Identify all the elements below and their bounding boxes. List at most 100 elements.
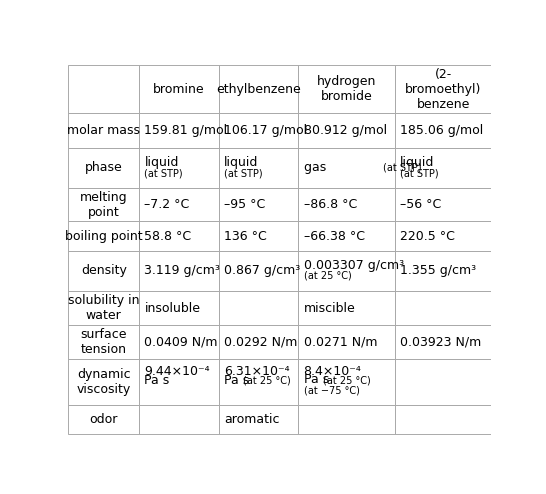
Text: (at STP): (at STP)	[224, 168, 263, 178]
Bar	[68, 65, 139, 113]
Text: liquid: liquid	[224, 156, 258, 169]
Bar	[299, 326, 395, 359]
Text: surface
tension: surface tension	[81, 328, 127, 356]
Bar	[68, 290, 139, 326]
Bar	[299, 359, 395, 405]
Bar	[299, 250, 395, 290]
Text: 159.81 g/mol: 159.81 g/mol	[145, 124, 228, 137]
Bar	[395, 113, 491, 148]
Text: solubility in
water: solubility in water	[68, 294, 140, 322]
Text: ethylbenzene: ethylbenzene	[216, 82, 301, 95]
Text: Pa s: Pa s	[224, 374, 257, 387]
Text: 0.003307 g/cm³: 0.003307 g/cm³	[304, 259, 403, 272]
Bar	[68, 188, 139, 221]
Text: odor: odor	[90, 413, 118, 426]
Bar	[219, 290, 299, 326]
Text: Pa s: Pa s	[304, 373, 329, 386]
Bar	[68, 326, 139, 359]
Bar	[219, 113, 299, 148]
Bar	[395, 221, 491, 250]
Bar	[299, 188, 395, 221]
Bar	[219, 221, 299, 250]
Text: (2-
bromoethyl)
benzene: (2- bromoethyl) benzene	[405, 68, 482, 111]
Bar	[219, 405, 299, 434]
Text: molar mass: molar mass	[67, 124, 140, 137]
Text: insoluble: insoluble	[145, 301, 200, 315]
Text: 8.4×10⁻⁴: 8.4×10⁻⁴	[304, 365, 361, 378]
Text: –86.8 °C: –86.8 °C	[304, 198, 357, 211]
Text: 185.06 g/mol: 185.06 g/mol	[400, 124, 483, 137]
Bar	[68, 250, 139, 290]
Text: gas: gas	[304, 162, 334, 174]
Bar	[299, 65, 395, 113]
Bar	[139, 290, 219, 326]
Bar	[68, 405, 139, 434]
Text: (at 25 °C): (at 25 °C)	[323, 376, 371, 386]
Text: (at 25 °C): (at 25 °C)	[244, 376, 291, 386]
Bar	[68, 113, 139, 148]
Text: (at STP): (at STP)	[383, 163, 422, 173]
Bar	[68, 148, 139, 188]
Text: liquid: liquid	[145, 156, 179, 169]
Bar	[139, 405, 219, 434]
Text: 220.5 °C: 220.5 °C	[400, 230, 455, 243]
Bar	[395, 188, 491, 221]
Text: 6.31×10⁻⁴: 6.31×10⁻⁴	[224, 365, 289, 378]
Bar	[139, 359, 219, 405]
Bar	[395, 250, 491, 290]
Text: –7.2 °C: –7.2 °C	[145, 198, 189, 211]
Text: boiling point: boiling point	[65, 230, 143, 243]
Text: (at STP): (at STP)	[400, 168, 438, 178]
Bar	[139, 113, 219, 148]
Text: –56 °C: –56 °C	[400, 198, 441, 211]
Bar	[139, 188, 219, 221]
Bar	[395, 65, 491, 113]
Text: liquid: liquid	[400, 156, 435, 169]
Bar	[395, 359, 491, 405]
Bar	[139, 65, 219, 113]
Bar	[299, 290, 395, 326]
Text: 106.17 g/mol: 106.17 g/mol	[224, 124, 307, 137]
Text: miscible: miscible	[304, 301, 355, 315]
Text: 58.8 °C: 58.8 °C	[145, 230, 192, 243]
Bar	[219, 148, 299, 188]
Text: 9.44×10⁻⁴: 9.44×10⁻⁴	[145, 365, 210, 378]
Text: (at STP): (at STP)	[145, 168, 183, 178]
Text: –66.38 °C: –66.38 °C	[304, 230, 365, 243]
Bar	[395, 148, 491, 188]
Bar	[139, 250, 219, 290]
Bar	[299, 148, 395, 188]
Bar	[139, 148, 219, 188]
Text: –95 °C: –95 °C	[224, 198, 265, 211]
Bar	[219, 326, 299, 359]
Bar	[68, 221, 139, 250]
Bar	[395, 326, 491, 359]
Text: 0.867 g/cm³: 0.867 g/cm³	[224, 264, 300, 277]
Text: 80.912 g/mol: 80.912 g/mol	[304, 124, 387, 137]
Text: (at −75 °C): (at −75 °C)	[304, 386, 359, 396]
Text: 0.0409 N/m: 0.0409 N/m	[145, 335, 218, 349]
Text: hydrogen
bromide: hydrogen bromide	[317, 75, 376, 103]
Text: 3.119 g/cm³: 3.119 g/cm³	[145, 264, 220, 277]
Text: 0.0292 N/m: 0.0292 N/m	[224, 335, 298, 349]
Text: 0.0271 N/m: 0.0271 N/m	[304, 335, 377, 349]
Text: 136 °C: 136 °C	[224, 230, 266, 243]
Bar	[219, 65, 299, 113]
Bar	[299, 113, 395, 148]
Text: bromine: bromine	[153, 82, 205, 95]
Text: density: density	[81, 264, 127, 277]
Bar	[395, 290, 491, 326]
Bar	[219, 250, 299, 290]
Bar	[139, 326, 219, 359]
Text: 1.355 g/cm³: 1.355 g/cm³	[400, 264, 476, 277]
Bar	[395, 405, 491, 434]
Bar	[68, 359, 139, 405]
Text: Pa s: Pa s	[145, 374, 177, 387]
Text: melting
point: melting point	[80, 191, 128, 218]
Bar	[139, 221, 219, 250]
Bar	[219, 188, 299, 221]
Text: 0.03923 N/m: 0.03923 N/m	[400, 335, 481, 349]
Text: phase: phase	[85, 162, 123, 174]
Bar	[299, 221, 395, 250]
Text: aromatic: aromatic	[224, 413, 280, 426]
